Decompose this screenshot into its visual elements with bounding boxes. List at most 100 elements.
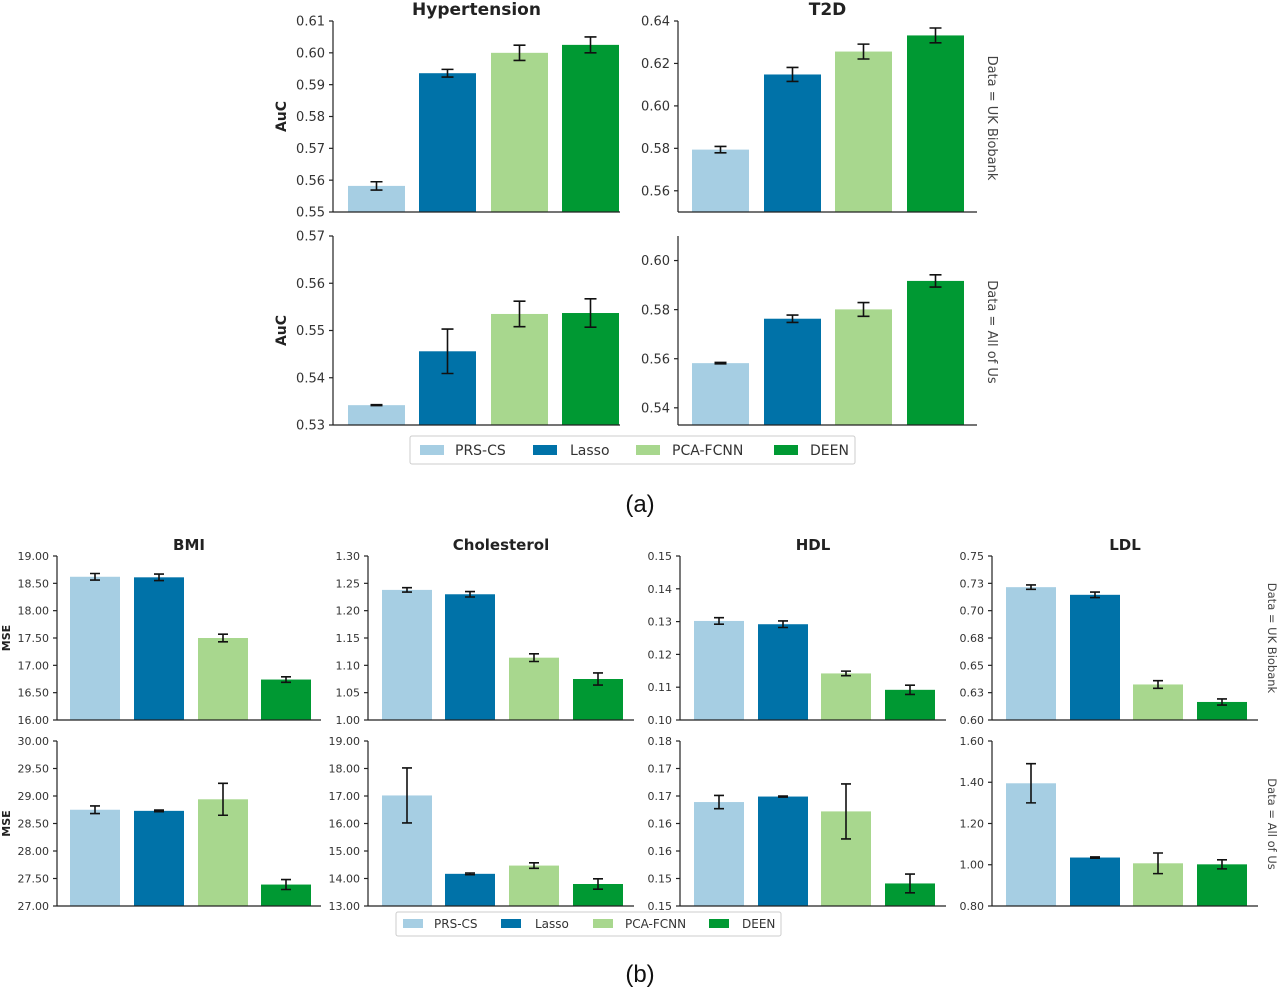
bar-a-hyp-aou-2	[491, 313, 548, 425]
errorbar-b-hdl-aou-0	[714, 794, 724, 810]
ytick-label-b-chol-uk-1: 1.05	[336, 687, 361, 700]
panel-title-b-ldl-uk: LDL	[1109, 536, 1141, 554]
ytick-label-a-hyp-aou-3: 0.56	[296, 277, 325, 292]
errorbar-b-chol-uk-0	[402, 586, 412, 593]
bar-b-bmi-uk-0	[70, 576, 120, 720]
ytick-label-b-chol-aou-2: 15.00	[329, 845, 361, 858]
caption-b: (b)	[625, 961, 654, 988]
ytick-label-a-hyp-aou-1: 0.54	[296, 371, 325, 386]
ytick-label-b-bmi-aou-4: 29.00	[18, 790, 50, 803]
ytick-label-b-bmi-aou-0: 27.00	[18, 900, 50, 913]
panel-title-b-bmi-uk: BMI	[173, 536, 205, 554]
ytick-label-b-hdl-aou-1: 0.15	[648, 872, 673, 885]
ylabel-b-bmi-aou: MSE	[0, 810, 13, 836]
ytick-label-b-chol-uk-6: 1.30	[336, 550, 361, 563]
ytick-label-a-t2d-aou-0: 0.54	[641, 401, 670, 416]
ytick-label-a-hyp-uk-2: 0.57	[296, 142, 325, 157]
panel-title-a-hyp-uk: Hypertension	[412, 0, 541, 20]
ylabel-a-hyp-uk: AuC	[274, 101, 290, 132]
ytick-label-a-hyp-uk-0: 0.55	[296, 206, 325, 221]
ytick-label-b-bmi-uk-5: 18.50	[18, 577, 50, 590]
ytick-label-b-chol-aou-5: 18.00	[329, 762, 361, 775]
errorbar-b-ldl-uk-3	[1217, 698, 1227, 706]
ylabel-b-bmi-uk: MSE	[0, 625, 13, 651]
bar-a-t2d-uk-0	[692, 149, 749, 212]
chart-panels: 0.55 0.56 0.57 0.58 0.59 0.60 0.61 Hypertension…	[0, 0, 1258, 913]
ytick-label-b-hdl-aou-4: 0.17	[648, 790, 673, 803]
errorbar-a-t2d-aou-0	[714, 361, 727, 365]
errorbar-b-chol-aou-0	[402, 767, 412, 824]
bar-b-hdl-aou-1	[758, 796, 808, 906]
errorbar-b-bmi-aou-3	[281, 878, 291, 891]
ytick-label-b-bmi-uk-0: 16.00	[18, 714, 50, 727]
ytick-label-b-bmi-uk-6: 19.00	[18, 550, 50, 563]
errorbar-b-ldl-aou-0	[1026, 762, 1036, 804]
errorbar-b-hdl-uk-3	[905, 684, 915, 696]
ytick-label-b-hdl-aou-5: 0.17	[648, 762, 673, 775]
legend-b-label-1: Lasso	[535, 917, 569, 931]
errorbar-a-t2d-aou-3	[929, 273, 942, 288]
ytick-label-b-hdl-aou-0: 0.15	[648, 900, 673, 913]
errorbar-b-hdl-uk-0	[714, 616, 724, 626]
errorbar-b-ldl-uk-1	[1090, 591, 1100, 599]
bar-a-t2d-uk-3	[907, 35, 964, 213]
ytick-label-b-chol-uk-5: 1.25	[336, 577, 361, 590]
panel-b-bmi-aou: 27.00 27.50 28.00 28.50 29.00 29.50 30.00 MSE	[0, 735, 321, 913]
ytick-label-b-ldl-aou-1: 1.00	[960, 859, 985, 872]
ytick-label-b-bmi-aou-3: 28.50	[18, 817, 50, 830]
bar-b-ldl-uk-2	[1133, 684, 1183, 720]
errorbar-a-t2d-uk-2	[857, 43, 870, 60]
bar-b-ldl-uk-3	[1197, 701, 1247, 720]
bar-b-bmi-uk-3	[261, 679, 311, 720]
ytick-label-b-bmi-uk-4: 18.00	[18, 605, 50, 618]
ytick-label-b-chol-aou-3: 16.00	[329, 817, 361, 830]
bar-a-hyp-uk-2	[491, 52, 548, 213]
ytick-label-a-t2d-aou-3: 0.60	[641, 254, 670, 269]
ytick-label-b-ldl-uk-0: 0.60	[960, 714, 985, 727]
panel-b-hdl-uk: 0.10 0.11 0.12 0.13 0.14 0.15 HDL	[648, 536, 946, 727]
panel-title-b-hdl-uk: HDL	[796, 536, 831, 554]
legend-a-swatch-3	[774, 445, 798, 455]
ytick-label-a-t2d-uk-2: 0.60	[641, 100, 670, 115]
ytick-label-b-bmi-uk-2: 17.00	[18, 659, 50, 672]
ytick-label-a-hyp-aou-4: 0.57	[296, 230, 325, 245]
ytick-label-b-chol-aou-6: 19.00	[329, 735, 361, 748]
legend-a-swatch-1	[533, 445, 557, 455]
bar-b-chol-aou-3	[573, 884, 623, 906]
panel-b-hdl-aou: 0.15 0.15 0.16 0.16 0.17 0.17 0.18	[648, 735, 946, 913]
row-label-a-uk: Data = UK Biobank	[984, 56, 999, 181]
bar-b-hdl-uk-0	[694, 620, 744, 720]
bar-b-ldl-aou-1	[1070, 857, 1120, 906]
errorbar-a-t2d-uk-0	[714, 145, 727, 154]
ytick-label-b-chol-uk-0: 1.00	[336, 714, 361, 727]
errorbar-b-ldl-aou-1	[1090, 856, 1100, 859]
legend-b-swatch-2	[593, 919, 613, 928]
ytick-label-a-hyp-uk-3: 0.58	[296, 110, 325, 125]
bar-b-ldl-uk-1	[1070, 594, 1120, 720]
errorbar-a-t2d-aou-2	[857, 301, 870, 318]
ytick-label-b-ldl-aou-4: 1.60	[960, 735, 985, 748]
ytick-label-b-bmi-uk-1: 16.50	[18, 687, 50, 700]
ytick-label-b-hdl-uk-1: 0.11	[648, 681, 673, 694]
legend-b-label-3: DEEN	[742, 917, 775, 931]
bar-a-t2d-uk-1	[764, 74, 821, 212]
ytick-label-b-bmi-aou-6: 30.00	[18, 735, 50, 748]
errorbar-b-hdl-uk-1	[778, 620, 788, 629]
bar-b-ldl-aou-0	[1006, 783, 1056, 906]
errorbar-b-bmi-aou-1	[154, 809, 164, 813]
ytick-label-b-ldl-uk-6: 0.75	[960, 550, 985, 563]
ytick-label-b-bmi-aou-1: 27.50	[18, 872, 50, 885]
errorbar-b-ldl-uk-2	[1153, 679, 1163, 690]
ytick-label-b-ldl-uk-3: 0.68	[960, 632, 985, 645]
bar-b-hdl-uk-1	[758, 624, 808, 720]
errorbar-b-chol-aou-1	[465, 872, 475, 876]
bar-a-hyp-aou-0	[348, 405, 405, 425]
ytick-label-a-hyp-uk-6: 0.61	[296, 15, 325, 30]
bar-b-ldl-uk-0	[1006, 587, 1056, 720]
bar-a-t2d-aou-3	[907, 280, 964, 425]
ytick-label-b-chol-uk-4: 1.20	[336, 605, 361, 618]
errorbar-a-hyp-uk-3	[584, 36, 597, 54]
bar-b-chol-aou-1	[445, 873, 495, 906]
ytick-label-b-ldl-uk-2: 0.65	[960, 659, 985, 672]
